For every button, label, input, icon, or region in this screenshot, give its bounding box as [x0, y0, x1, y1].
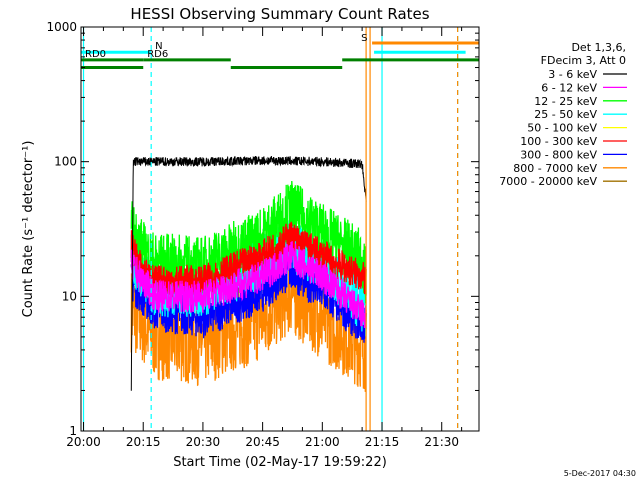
flag-label-n: N [155, 41, 162, 52]
x-axis-label: Start Time (02-May-17 19:59:22) [173, 455, 387, 470]
legend-header: Det 1,3,6, [571, 41, 626, 54]
legend-entry-label: 800 - 7000 keV [513, 162, 597, 175]
legend-entry-label: 100 - 300 keV [520, 135, 597, 148]
y-tick-label: 100 [54, 155, 77, 169]
x-tick-label: 21:15 [365, 435, 400, 449]
x-tick-label: 20:45 [245, 435, 280, 449]
axes: 1 10 100 1000 20:00 20:15 20:30 20:45 21:00 21:15… [46, 20, 479, 449]
legend-entry-label: 12 - 25 keV [534, 95, 597, 108]
legend-entry-label: 7000 - 20000 keV [499, 175, 597, 188]
x-tick-label: 20:15 [126, 435, 161, 449]
y-tick-label: 1000 [46, 20, 77, 34]
flag-label-rd0: RD0 [85, 49, 106, 60]
plot-area: N RD0 RD6 S [81, 27, 479, 431]
flag-label-s: S [361, 33, 367, 44]
flag-label-rd6: RD6 [147, 49, 168, 60]
y-tick-label: 1 [69, 424, 77, 438]
x-tick-label: 20:30 [186, 435, 221, 449]
legend-entry-label: 300 - 800 keV [520, 148, 597, 161]
x-tick-label: 21:00 [305, 435, 340, 449]
y-tick-label: 10 [62, 289, 77, 303]
x-tick-label: 20:00 [66, 435, 101, 449]
chart-title: HESSI Observing Summary Count Rates [130, 5, 429, 23]
legend-header: FDecim 3, Att 0 [541, 54, 626, 67]
legend-entry-label: 25 - 50 keV [534, 108, 597, 121]
y-axis-label: Count Rate (s⁻¹ detector⁻¹) [21, 141, 36, 318]
x-tick-label: 21:30 [424, 435, 459, 449]
plot-frame [80, 26, 480, 432]
legend-entry-label: 3 - 6 keV [548, 68, 597, 81]
legend-entry-label: 6 - 12 keV [541, 81, 597, 94]
timestamp: 5-Dec-2017 04:30 [564, 469, 636, 478]
series-6-12-kev-line [130, 241, 367, 330]
legend-entry-label: 50 - 100 keV [527, 122, 597, 135]
series-3-6-kev-line [130, 155, 367, 391]
